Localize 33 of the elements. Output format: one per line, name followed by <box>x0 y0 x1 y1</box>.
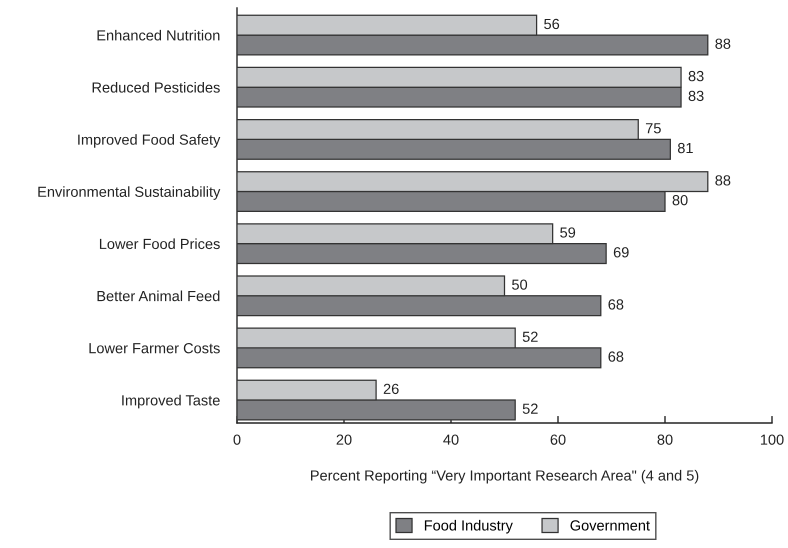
data-label: 56 <box>544 18 560 30</box>
data-label: 75 <box>646 123 661 134</box>
x-tick-label: 100 <box>760 434 784 445</box>
x-tick-label: 40 <box>443 434 459 445</box>
y-tick-label: Improved Food Safety <box>78 134 220 148</box>
x-tick-label: 80 <box>658 434 673 445</box>
data-label: 26 <box>384 384 399 394</box>
y-tick-label: Reduced Pesticides <box>92 82 220 93</box>
x-tick-label: 0 <box>234 434 240 445</box>
legend-label: Government <box>570 520 650 531</box>
data-label: 68 <box>608 351 624 362</box>
y-tick-label: Improved Taste <box>122 394 220 408</box>
y-tick-label: Lower Food Prices <box>100 238 220 250</box>
data-label: 88 <box>715 175 730 186</box>
y-tick-label: Better Animal Feed <box>98 290 220 302</box>
x-tick-label: 60 <box>550 434 566 445</box>
data-label: 52 <box>522 332 538 342</box>
data-label: 80 <box>672 195 688 206</box>
data-label: 52 <box>522 404 538 414</box>
legend-label: Food Industry <box>424 520 513 534</box>
data-label: 83 <box>688 70 704 82</box>
data-label: 59 <box>560 227 576 238</box>
data-label: 69 <box>614 247 629 258</box>
y-tick-label: Enhanced Nutrition <box>98 30 220 41</box>
data-label: 83 <box>688 90 704 102</box>
x-tick-label: 20 <box>336 434 352 445</box>
data-label: 50 <box>512 279 528 290</box>
y-tick-label: Lower Farmer Costs <box>89 343 220 354</box>
y-tick-label: Environmental Sustainability <box>38 186 220 200</box>
data-label: 68 <box>608 299 624 310</box>
data-label: 88 <box>715 38 730 49</box>
x-axis-title: Percent Reporting “Very Important Research Area" (4 and 5) <box>311 470 698 484</box>
data-label: 81 <box>678 142 693 154</box>
